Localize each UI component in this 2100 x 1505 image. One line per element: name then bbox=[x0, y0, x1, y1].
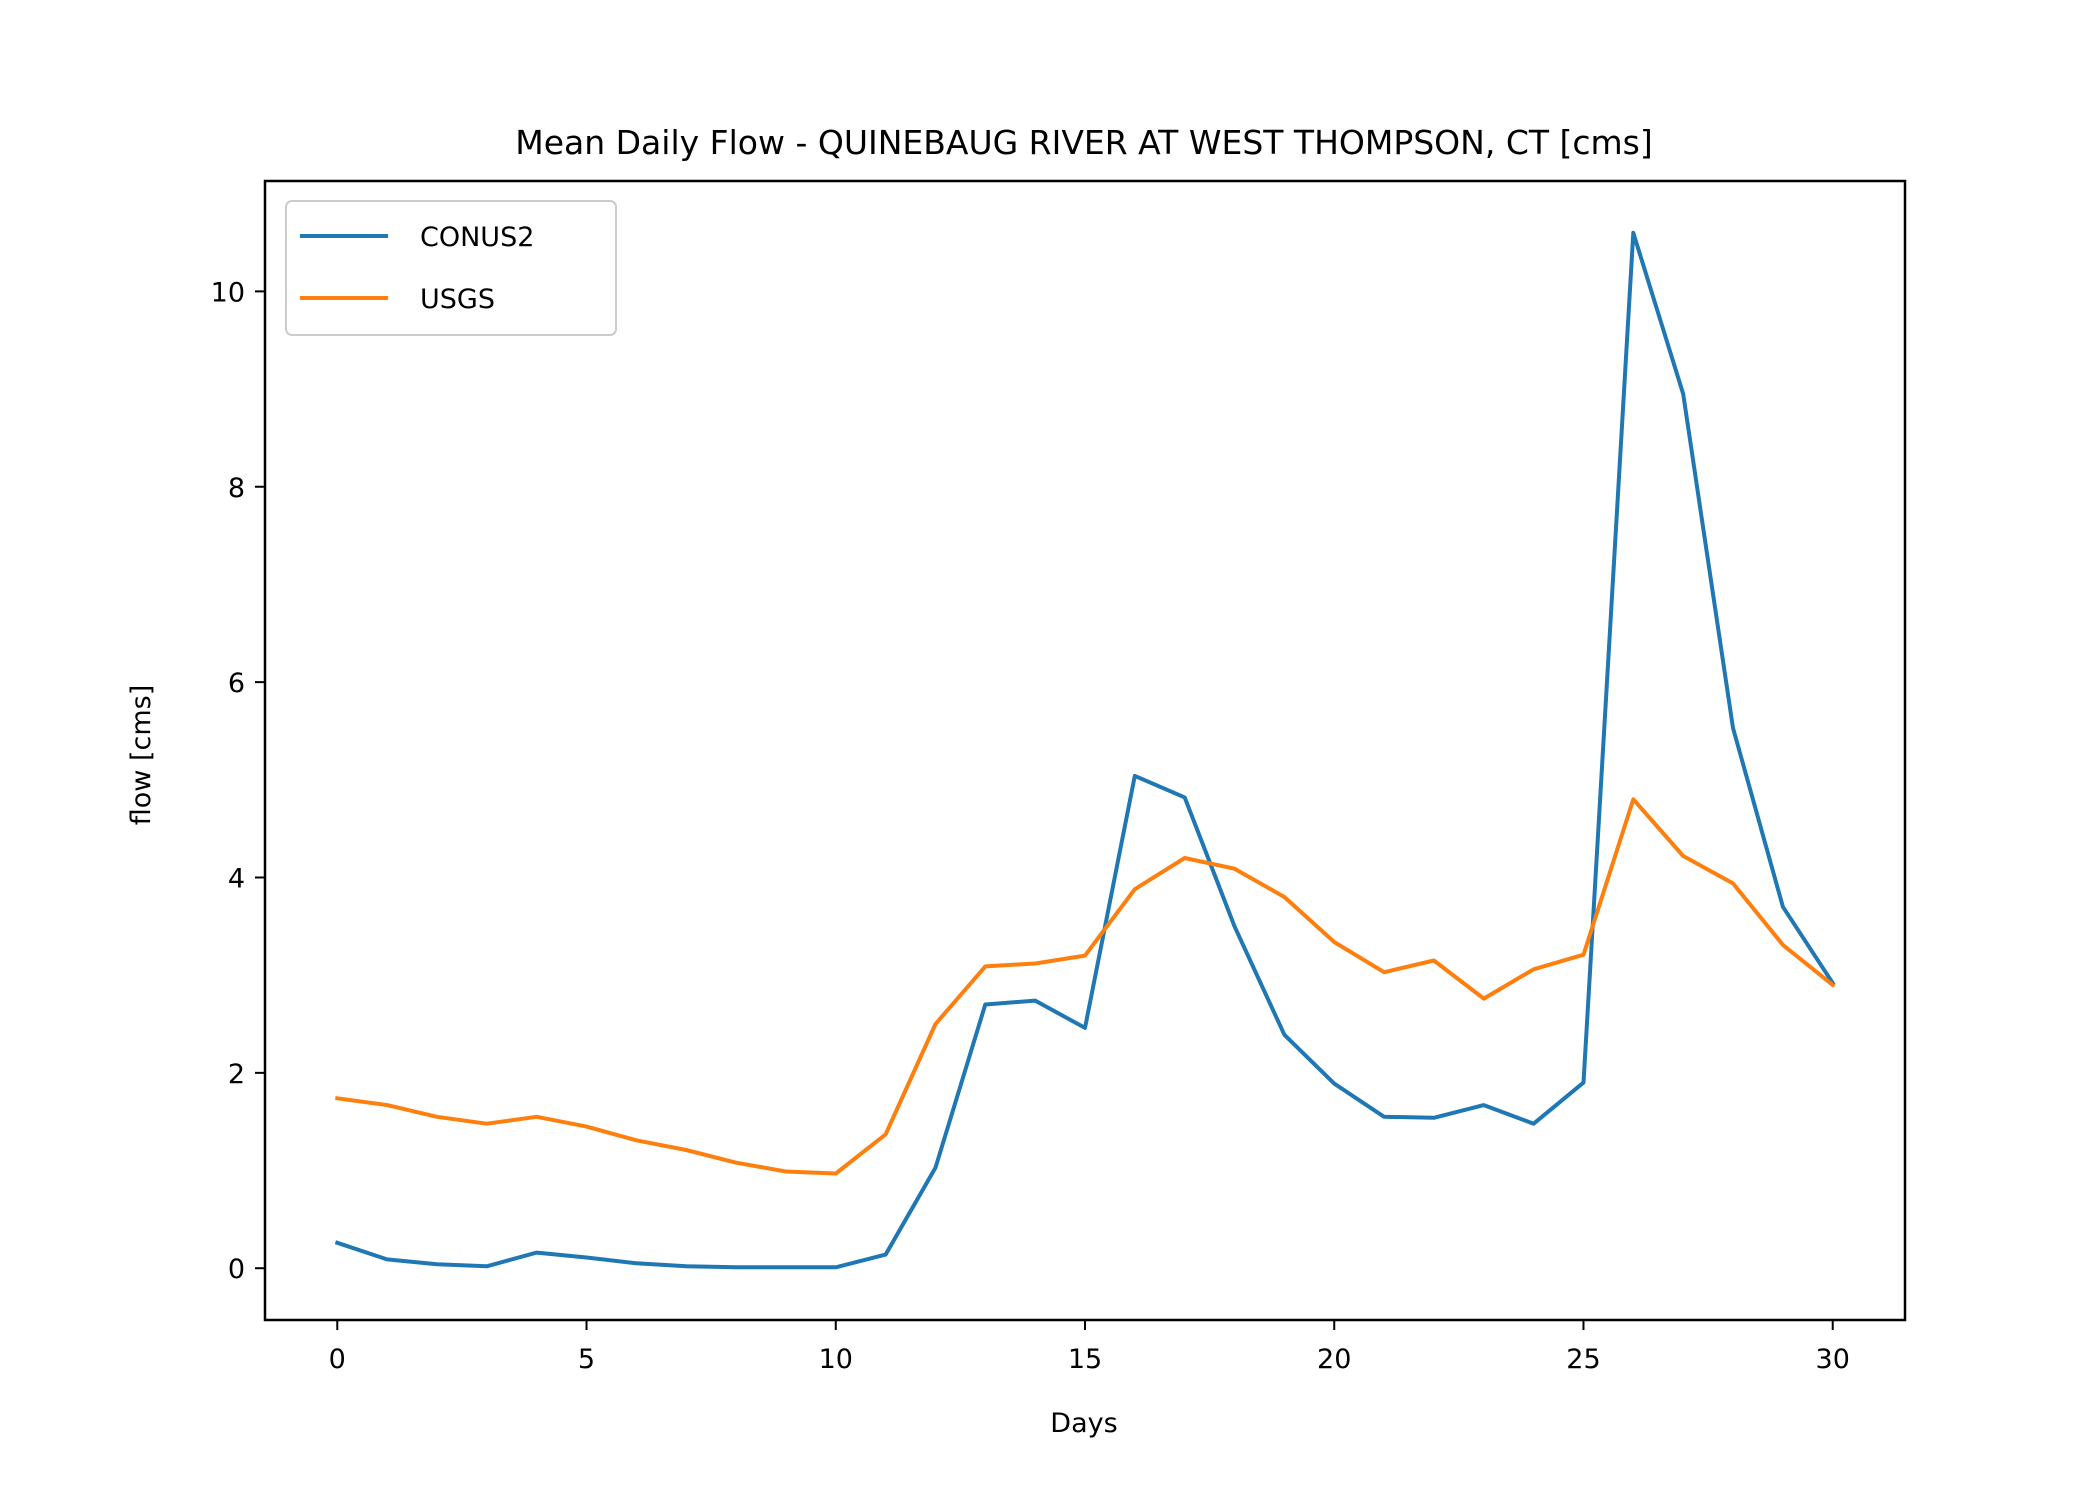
x-tick-label: 10 bbox=[819, 1344, 853, 1375]
legend-label-conus2: CONUS2 bbox=[420, 222, 534, 253]
y-axis-label: flow [cms] bbox=[126, 685, 157, 825]
chart-title: Mean Daily Flow - QUINEBAUG RIVER AT WES… bbox=[515, 123, 1653, 162]
y-tick-label: 6 bbox=[228, 668, 245, 699]
y-tick-label: 8 bbox=[228, 473, 245, 504]
x-tick-label: 15 bbox=[1068, 1344, 1102, 1375]
x-tick-label: 30 bbox=[1816, 1344, 1850, 1375]
plot-area: 0 5 10 15 20 25 30 0 2 4 6 8 10 bbox=[211, 179, 1907, 1375]
x-tick-label: 5 bbox=[578, 1344, 595, 1375]
y-tick-label: 2 bbox=[228, 1059, 245, 1090]
series-line-conus2 bbox=[334, 230, 1836, 1270]
x-tick-label: 20 bbox=[1317, 1344, 1351, 1375]
legend-label-usgs: USGS bbox=[420, 284, 495, 315]
x-tick-label: 0 bbox=[329, 1344, 346, 1375]
legend: CONUS2 USGS bbox=[285, 200, 617, 336]
y-tick-label: 4 bbox=[228, 863, 245, 894]
y-tick-label: 10 bbox=[211, 277, 245, 308]
x-axis-label: Days bbox=[1050, 1408, 1117, 1439]
y-tick-label: 0 bbox=[228, 1254, 245, 1285]
series-line-usgs bbox=[335, 797, 1836, 1176]
x-tick-label: 25 bbox=[1566, 1344, 1600, 1375]
